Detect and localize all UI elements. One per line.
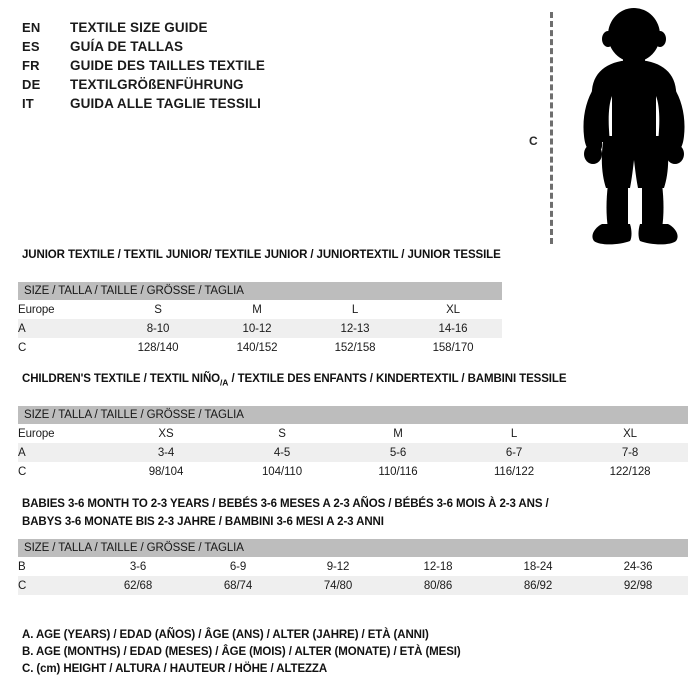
section-title-junior: JUNIOR TEXTILE / TEXTIL JUNIOR/ TEXTILE … [22, 249, 501, 261]
cell-value: 14-16 [404, 319, 503, 338]
cell-value: 5-6 [340, 443, 456, 462]
table-row: Europe S M L XL [18, 300, 503, 319]
cell-value: M [340, 424, 456, 443]
cell-value: 110/116 [340, 462, 456, 481]
row-label: Europe [18, 424, 108, 443]
section-title-children-pre: CHILDREN'S TEXTILE / TEXTIL NIÑO [22, 373, 221, 385]
language-title-de: TEXTILGRÖßENFÜHRUNG [70, 77, 244, 92]
cell-value: 24-36 [588, 557, 689, 576]
cell-value: L [456, 424, 572, 443]
table-children-size-header: SIZE / TALLA / TAILLE / GRÖSSE / TAGLIA [18, 406, 689, 424]
height-measure-label: C [529, 134, 538, 148]
cell-value: 104/110 [224, 462, 340, 481]
language-title-es: GUÍA DE TALLAS [70, 39, 184, 54]
cell-value: 9-12 [288, 557, 388, 576]
language-code-fr: FR [22, 58, 40, 73]
language-row-de: DE TEXTILGRÖßENFÜHRUNG [22, 77, 492, 96]
row-label: A [18, 443, 108, 462]
language-row-en: EN TEXTILE SIZE GUIDE [22, 20, 492, 39]
cell-value: XL [404, 300, 503, 319]
legend-line-c: C. (cm) HEIGHT / ALTURA / HAUTEUR / HÖHE… [22, 663, 328, 675]
cell-value: XL [572, 424, 689, 443]
cell-value: S [224, 424, 340, 443]
row-label: Europe [18, 300, 108, 319]
table-junior-size-header-row: SIZE / TALLA / TAILLE / GRÖSSE / TAGLIA [18, 282, 503, 300]
language-row-it: IT GUIDA ALLE TAGLIE TESSILI [22, 96, 492, 115]
cell-value: XS [108, 424, 224, 443]
language-code-es: ES [22, 39, 40, 54]
table-row: C 128/140 140/152 152/158 158/170 [18, 338, 503, 357]
cell-value: 140/152 [208, 338, 306, 357]
cell-value: L [306, 300, 404, 319]
cell-value: 86/92 [488, 576, 588, 595]
cell-value: 8-10 [108, 319, 208, 338]
table-row: A 8-10 10-12 12-13 14-16 [18, 319, 503, 338]
row-label: A [18, 319, 108, 338]
legend-line-b: B. AGE (MONTHS) / EDAD (MESES) / ÂGE (MO… [22, 646, 461, 658]
cell-value: 18-24 [488, 557, 588, 576]
row-label: C [18, 338, 108, 357]
height-measurement-figure: C [520, 8, 700, 246]
cell-value: 12-18 [388, 557, 488, 576]
table-row: A 3-4 4-5 5-6 6-7 7-8 [18, 443, 689, 462]
section-title-children: CHILDREN'S TEXTILE / TEXTIL NIÑO/A / TEX… [22, 373, 566, 387]
table-children-size-header-row: SIZE / TALLA / TAILLE / GRÖSSE / TAGLIA [18, 406, 689, 424]
table-row: C 62/68 68/74 74/80 80/86 86/92 92/98 [18, 576, 689, 595]
table-babies-size-header-row: SIZE / TALLA / TAILLE / GRÖSSE / TAGLIA [18, 539, 689, 557]
row-label: B [18, 557, 88, 576]
table-row: Europe XS S M L XL [18, 424, 689, 443]
cell-value: 92/98 [588, 576, 689, 595]
cell-value: 6-7 [456, 443, 572, 462]
cell-value: 10-12 [208, 319, 306, 338]
legend-line-a: A. AGE (YEARS) / EDAD (AÑOS) / ÂGE (ANS)… [22, 629, 429, 641]
cell-value: 122/128 [572, 462, 689, 481]
cell-value: 152/158 [306, 338, 404, 357]
section-title-babies-line2: BABYS 3-6 MONATE BIS 2-3 JAHRE / BAMBINI… [22, 516, 384, 528]
table-junior: SIZE / TALLA / TAILLE / GRÖSSE / TAGLIA … [18, 282, 503, 357]
row-label: C [18, 576, 88, 595]
cell-value: S [108, 300, 208, 319]
table-babies-size-header: SIZE / TALLA / TAILLE / GRÖSSE / TAGLIA [18, 539, 689, 557]
table-row: B 3-6 6-9 9-12 12-18 18-24 24-36 [18, 557, 689, 576]
table-row: C 98/104 104/110 110/116 116/122 122/128 [18, 462, 689, 481]
language-code-en: EN [22, 20, 41, 35]
cell-value: 6-9 [188, 557, 288, 576]
cell-value: 12-13 [306, 319, 404, 338]
height-dashed-line [550, 12, 553, 244]
cell-value: 7-8 [572, 443, 689, 462]
table-children: SIZE / TALLA / TAILLE / GRÖSSE / TAGLIA … [18, 406, 689, 481]
cell-value: 158/170 [404, 338, 503, 357]
language-row-fr: FR GUIDE DES TAILLES TEXTILE [22, 58, 492, 77]
cell-value: 3-4 [108, 443, 224, 462]
cell-value: 62/68 [88, 576, 188, 595]
table-junior-size-header: SIZE / TALLA / TAILLE / GRÖSSE / TAGLIA [18, 282, 503, 300]
language-code-it: IT [22, 96, 34, 111]
language-row-es: ES GUÍA DE TALLAS [22, 39, 492, 58]
legend-block: A. AGE (YEARS) / EDAD (AÑOS) / ÂGE (ANS)… [22, 627, 542, 678]
language-title-block: EN TEXTILE SIZE GUIDE ES GUÍA DE TALLAS … [22, 20, 492, 115]
cell-value: 98/104 [108, 462, 224, 481]
language-code-de: DE [22, 77, 41, 92]
cell-value: 4-5 [224, 443, 340, 462]
language-title-en: TEXTILE SIZE GUIDE [70, 20, 208, 35]
cell-value: 68/74 [188, 576, 288, 595]
section-title-children-post: / TEXTILE DES ENFANTS / KINDERTEXTIL / B… [228, 373, 567, 385]
section-title-babies-line1: BABIES 3-6 MONTH TO 2-3 YEARS / BEBÉS 3-… [22, 498, 549, 510]
cell-value: 74/80 [288, 576, 388, 595]
table-babies: SIZE / TALLA / TAILLE / GRÖSSE / TAGLIA … [18, 539, 689, 595]
row-label: C [18, 462, 108, 481]
toddler-silhouette-icon [583, 8, 685, 245]
language-title-it: GUIDA ALLE TAGLIE TESSILI [70, 96, 261, 111]
cell-value: 116/122 [456, 462, 572, 481]
cell-value: 3-6 [88, 557, 188, 576]
cell-value: 128/140 [108, 338, 208, 357]
language-title-fr: GUIDE DES TAILLES TEXTILE [70, 58, 266, 73]
section-title-children-sub: /A [220, 377, 229, 388]
cell-value: M [208, 300, 306, 319]
cell-value: 80/86 [388, 576, 488, 595]
